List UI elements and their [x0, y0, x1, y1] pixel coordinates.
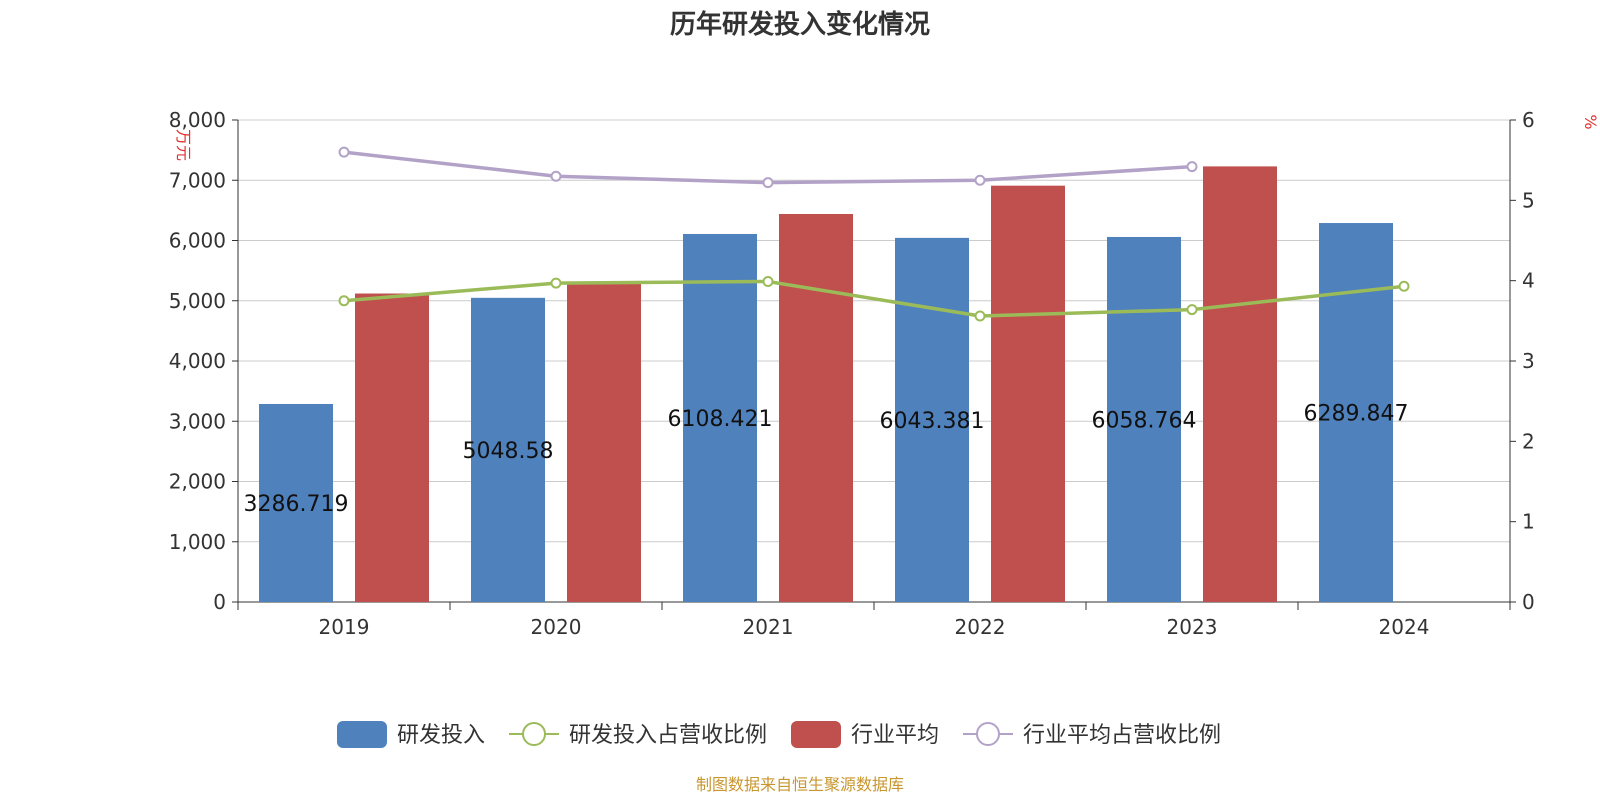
series-line	[343, 279, 1405, 318]
bar	[683, 233, 757, 602]
line-point	[550, 277, 562, 289]
line-point	[338, 295, 350, 307]
line-point	[1186, 161, 1198, 173]
legend-label: 研发投入占营收比例	[569, 723, 767, 748]
line-point	[1398, 280, 1410, 292]
line-point	[974, 310, 986, 322]
legend-swatch	[791, 721, 841, 748]
data-label: 6058.764	[1092, 408, 1197, 433]
legend-swatch-marker	[976, 722, 1000, 746]
line-point	[974, 174, 986, 186]
x-tick-label: 2019	[319, 615, 370, 639]
y-right-tick-label: 0	[1522, 590, 1535, 614]
bar-layer	[259, 166, 1393, 603]
legend-label: 行业平均	[851, 723, 939, 748]
bar	[1107, 236, 1181, 602]
x-tick-label: 2021	[743, 615, 794, 639]
bar	[895, 237, 969, 602]
y-left-tick-label: 8,000	[169, 108, 226, 132]
data-label: 6043.381	[880, 409, 985, 434]
x-tick-label: 2024	[1379, 615, 1430, 639]
y-right-tick-label: 5	[1522, 188, 1535, 212]
data-label: 6108.421	[668, 407, 773, 432]
bar	[1203, 166, 1277, 602]
line-point	[1186, 304, 1198, 316]
legend-swatch-marker	[522, 722, 546, 746]
y-right-tick-label: 2	[1522, 429, 1535, 453]
x-tick-label: 2020	[531, 615, 582, 639]
label-layer: 3286.719 5048.58 6108.421 6043.381 6058.764 6…	[244, 402, 1409, 517]
y-left-unit: 万元	[174, 129, 193, 161]
legend-swatch	[337, 721, 387, 748]
bar	[991, 185, 1065, 603]
bar	[355, 293, 429, 602]
x-tick-label: 2023	[1167, 615, 1218, 639]
bar	[567, 283, 641, 602]
legend-label: 研发投入	[397, 723, 485, 748]
y-right-tick-label: 1	[1522, 510, 1535, 534]
y-left-tick-label: 6,000	[169, 229, 226, 253]
y-right-unit: %	[1581, 114, 1600, 129]
y-left-tick-label: 2,000	[169, 470, 226, 494]
line-point	[550, 170, 562, 182]
data-label: 6289.847	[1304, 402, 1409, 427]
grid-layer	[238, 119, 1510, 543]
bar	[779, 213, 853, 603]
chart-title: 历年研发投入变化情况	[670, 9, 930, 40]
bar	[1319, 223, 1393, 602]
bar	[259, 403, 333, 602]
line-point	[762, 275, 774, 287]
y-left-tick-label: 5,000	[169, 289, 226, 313]
axis-layer: 0 1,000 2,000 3,000 4,000 5,000 6,000 7,000 8,00…	[169, 108, 1535, 639]
y-right-tick-label: 3	[1522, 349, 1535, 373]
y-left-tick-label: 1,000	[169, 530, 226, 554]
bar	[471, 297, 545, 602]
y-right-tick-label: 4	[1522, 269, 1535, 293]
line-point	[338, 146, 350, 158]
y-right-tick-label: 6	[1522, 108, 1535, 132]
legend: 研发投入 研发投入占营收比例 行业平均 行业平均占营收比例	[337, 721, 1221, 748]
y-left-tick-label: 0	[213, 590, 226, 614]
y-left-tick-label: 3,000	[169, 409, 226, 433]
data-label: 3286.719	[244, 492, 349, 517]
line-point	[762, 177, 774, 189]
data-label: 5048.58	[463, 439, 554, 464]
source-note: 制图数据来自恒生聚源数据库	[696, 775, 904, 794]
line-layer	[338, 146, 1410, 322]
y-left-tick-label: 4,000	[169, 349, 226, 373]
y-left-tick-label: 7,000	[169, 168, 226, 192]
x-tick-label: 2022	[955, 615, 1006, 639]
legend-label: 行业平均占营收比例	[1023, 723, 1221, 748]
